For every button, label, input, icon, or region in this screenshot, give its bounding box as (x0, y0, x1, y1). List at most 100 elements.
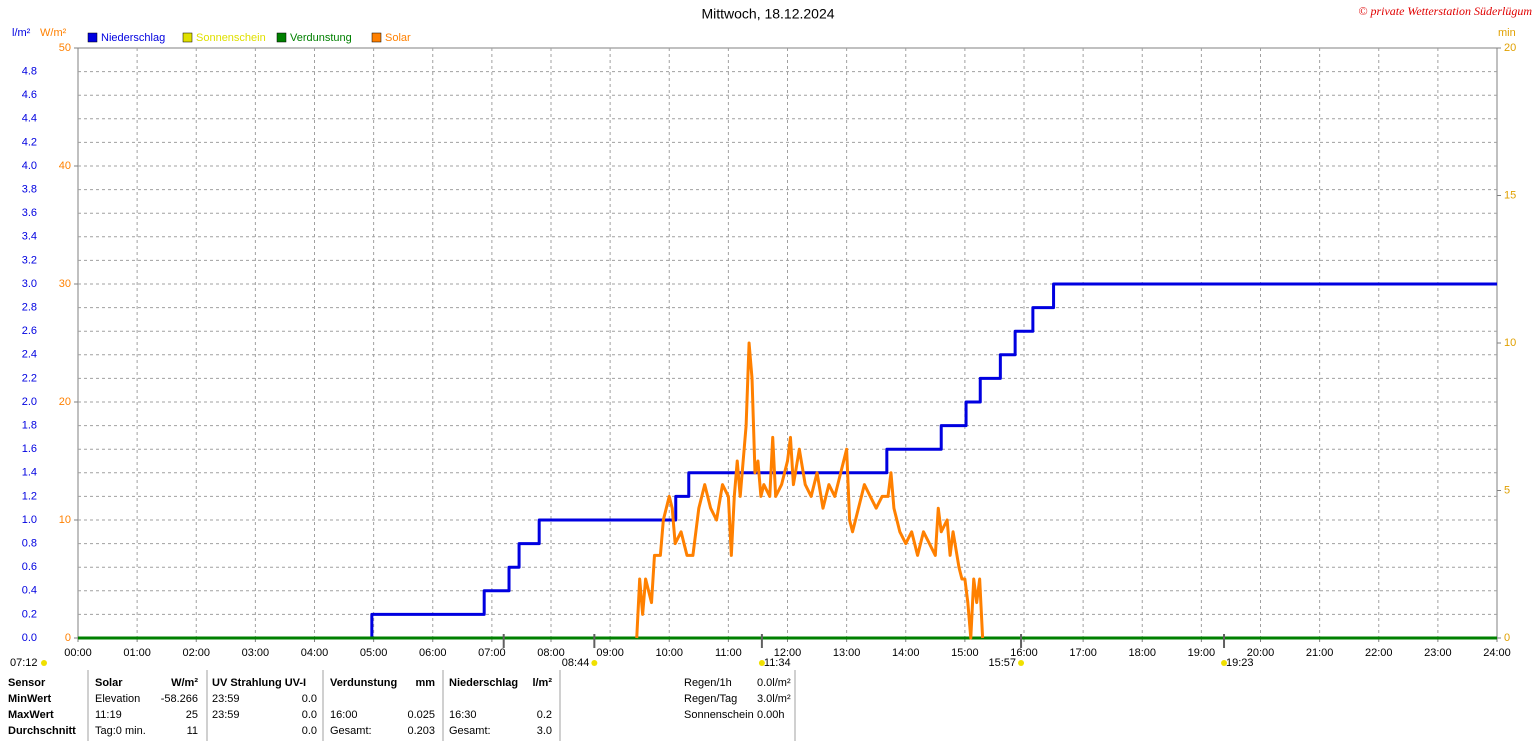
sun-icon (1018, 660, 1025, 666)
table-cell: 25 (186, 709, 198, 721)
table-cell: Gesamt: (330, 725, 372, 737)
y3-tick-label: 5 (1504, 484, 1510, 496)
y2-unit: W/m² (40, 27, 67, 39)
legend-label: Solar (385, 32, 411, 44)
y-tick-label: 1.8 (22, 420, 37, 432)
legend-swatch (276, 32, 287, 43)
y-tick-label: 0.2 (22, 608, 37, 620)
y3-tick-label: 0 (1504, 632, 1510, 644)
legend-label: Sonnenschein (196, 32, 266, 44)
sun-marker-label: 08:44 (562, 657, 590, 669)
table-header: mm (415, 677, 435, 689)
sun-icon (591, 660, 598, 666)
y3-tick-label: 15 (1504, 189, 1516, 201)
y-tick-label: 4.6 (22, 89, 37, 101)
x-tick-label: 05:00 (360, 647, 388, 659)
x-tick-label: 12:00 (774, 647, 802, 659)
legend-swatch (182, 32, 193, 43)
summary-cell: 0.0l/m² (757, 677, 791, 689)
x-tick-label: 16:00 (1010, 647, 1038, 659)
sun-marker-label: 11:34 (764, 657, 791, 669)
copyright: © private Wetterstation Süderlügum (1358, 4, 1532, 18)
y2-tick-label: 10 (59, 514, 71, 526)
y-tick-label: 0.0 (22, 632, 37, 644)
sun-marker-label: 07:12 (10, 657, 38, 669)
sun-marker-label: 15:57 (989, 657, 1017, 669)
y-tick-label: 2.2 (22, 372, 37, 384)
y3-unit: min (1498, 27, 1516, 39)
y2-tick-label: 30 (59, 278, 71, 290)
y-tick-label: 0.8 (22, 538, 37, 550)
table-header: l/m² (532, 677, 552, 689)
y-tick-label: 3.8 (22, 184, 37, 196)
sun-icon (758, 660, 765, 666)
x-tick-label: 14:00 (892, 647, 920, 659)
x-tick-label: 08:00 (537, 647, 565, 659)
x-tick-label: 24:00 (1483, 647, 1511, 659)
table-cell: MaxWert (8, 709, 54, 721)
table-cell: 23:59 (212, 693, 240, 705)
x-tick-label: 01:00 (123, 647, 151, 659)
chart-title: Mittwoch, 18.12.2024 (701, 6, 834, 22)
table-cell: 16:00 (330, 709, 358, 721)
y2-tick-label: 50 (59, 42, 71, 54)
table-header: UV Strahlung UV-I (212, 677, 306, 689)
x-tick-label: 21:00 (1306, 647, 1334, 659)
y-tick-label: 3.2 (22, 254, 37, 266)
x-tick-label: 20:00 (1247, 647, 1275, 659)
y-unit: l/m² (12, 27, 31, 39)
sun-marker-label: 19:23 (1226, 657, 1254, 669)
summary-cell: Regen/Tag (684, 693, 737, 705)
x-tick-label: 18:00 (1128, 647, 1156, 659)
x-tick-label: 22:00 (1365, 647, 1393, 659)
x-tick-label: 17:00 (1069, 647, 1097, 659)
x-tick-label: 13:00 (833, 647, 861, 659)
table-cell: MinWert (8, 693, 52, 705)
table-cell: 23:59 (212, 709, 240, 721)
table-cell: 11:19 (95, 709, 122, 721)
table-cell: 11 (187, 725, 198, 737)
table-header: Niederschlag (449, 677, 518, 689)
x-tick-label: 23:00 (1424, 647, 1452, 659)
y-tick-label: 1.0 (22, 514, 37, 526)
x-tick-label: 11:00 (715, 647, 742, 659)
y2-tick-label: 20 (59, 396, 71, 408)
x-tick-label: 00:00 (64, 647, 92, 659)
summary-cell: Regen/1h (684, 677, 732, 689)
y2-tick-label: 0 (65, 632, 71, 644)
y-tick-label: 2.8 (22, 302, 37, 314)
table-cell: 0.0 (302, 693, 317, 705)
y3-tick-label: 20 (1504, 42, 1516, 54)
y-tick-label: 4.2 (22, 136, 37, 148)
y-tick-label: 3.0 (22, 278, 37, 290)
y-tick-label: 1.6 (22, 443, 37, 455)
x-tick-label: 07:00 (478, 647, 506, 659)
y2-tick-label: 40 (59, 160, 71, 172)
x-tick-label: 04:00 (301, 647, 329, 659)
x-tick-label: 15:00 (951, 647, 979, 659)
y-tick-label: 4.8 (22, 66, 37, 78)
y3-tick-label: 10 (1504, 337, 1516, 349)
y-tick-label: 1.4 (22, 467, 37, 479)
x-tick-label: 03:00 (242, 647, 270, 659)
table-cell: 0.2 (537, 709, 552, 721)
x-tick-label: 09:00 (596, 647, 624, 659)
table-cell: 0.025 (407, 709, 435, 721)
table-cell: Gesamt: (449, 725, 491, 737)
y-tick-label: 2.4 (22, 349, 37, 361)
table-cell: 3.0 (537, 725, 552, 737)
y-tick-label: 3.6 (22, 207, 37, 219)
summary-cell: Sonnenschein (684, 709, 754, 721)
table-cell: 0.203 (407, 725, 435, 737)
legend-label: Verdunstung (290, 32, 352, 44)
y-tick-label: 2.6 (22, 325, 37, 337)
table-cell: 0.0 (302, 725, 317, 737)
sun-icon (41, 660, 47, 666)
y-tick-label: 4.0 (22, 160, 37, 172)
y-tick-label: 0.6 (22, 561, 37, 573)
x-tick-label: 06:00 (419, 647, 447, 659)
summary-cell: 3.0l/m² (757, 693, 791, 705)
table-cell: -58.266 (161, 693, 198, 705)
table-header: W/m² (171, 677, 198, 689)
